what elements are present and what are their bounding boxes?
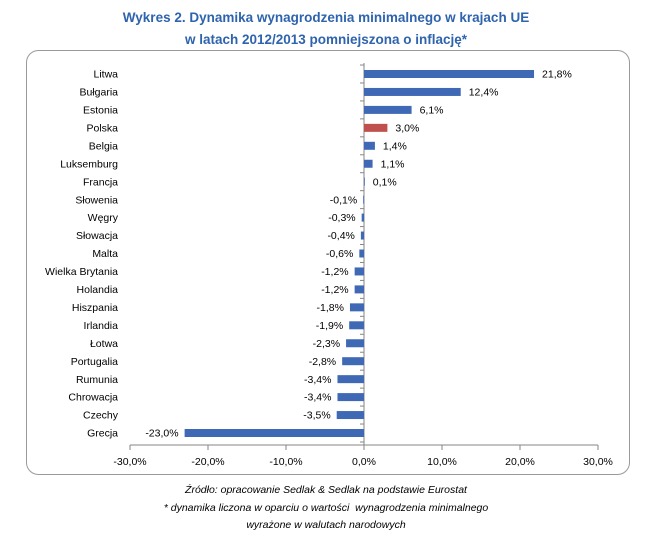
value-label: 21,8% [542,69,572,81]
value-label: -3,4% [304,374,331,386]
bar [364,105,412,114]
category-label: Słowenia [75,194,118,206]
bar [364,70,535,78]
chart-title-line-2: w latach 2012/2013 pomniejszona o inflac… [184,32,468,47]
bar [337,393,364,402]
category-label: Malta [92,248,118,260]
value-label: -0,1% [330,194,357,206]
bar [359,249,364,258]
bar [342,357,364,366]
category-labels: Litwa Bułgaria Estonia Polska Belgia Luksembu… [45,69,119,440]
category-label: Portugalia [71,356,118,368]
category-label: Słowacja [76,230,118,242]
value-label: -0,4% [327,230,354,242]
value-label: 0,1% [373,176,397,188]
bar [364,87,461,96]
category-label: Francja [83,176,118,188]
value-label: -1,2% [321,284,348,296]
x-tick-label: -10,0% [269,456,302,468]
category-label: Wielka Brytania [45,266,118,278]
category-label: Holandia [77,284,119,296]
value-label: -23,0% [145,428,178,440]
footnote-source: Źródło: opracowanie Sedlak & Sedlak na p… [184,483,468,496]
bar [364,177,365,186]
bar-highlighted [364,123,388,132]
bars [184,70,535,437]
x-tick-label: 10,0% [427,456,457,468]
value-label: 6,1% [420,105,444,117]
x-tick-label: 20,0% [505,456,535,468]
category-label: Irlandia [84,320,119,332]
bar [364,141,375,150]
bar [346,339,364,348]
value-label: -0,3% [328,212,355,224]
chart-title-line-1: Wykres 2. Dynamika wynagrodzenia minimal… [123,10,529,25]
value-label: -1,2% [321,266,348,278]
category-label: Rumunia [76,374,118,386]
value-label: -2,3% [313,338,340,350]
bar [184,429,364,437]
x-tick-label: -20,0% [191,456,224,468]
category-label: Litwa [93,69,118,81]
bar [337,375,364,384]
category-label: Chrowacja [68,392,118,404]
bar [364,159,373,168]
value-label: 1,4% [383,140,407,152]
value-labels: 21,8% 12,4% 6,1%3,0% 1,4% 1,1% 0,1% -0,1% -0,3%… [145,69,572,440]
bar [361,213,364,222]
footnote-method-line-2: wyrażone w walutach narodowych [246,519,405,531]
chart-frame [26,50,630,475]
x-tick-label: -30,0% [113,456,146,468]
category-label: Belgia [89,140,118,152]
x-tick-label: 30,0% [583,456,613,468]
value-axis: -30,0% -20,0% -10,0% 0,0% 10,0% 20,0% 30,0% [113,444,613,468]
value-label: 3,0% [395,122,419,134]
bar [363,195,364,204]
category-label: Polska [86,122,118,134]
bar [336,411,364,420]
footnote-method-line-1: * dynamika liczona w oparciu o wartości … [164,502,489,514]
bar [354,285,364,294]
value-label: -1,8% [317,302,344,314]
value-label: -1,9% [316,320,343,332]
category-label: Węgry [88,212,119,224]
value-label: 1,1% [381,158,405,170]
bar [349,303,364,312]
category-label: Czechy [83,410,119,422]
x-tick-label: 0,0% [352,456,376,468]
category-label: Hiszpania [72,302,118,314]
bar [360,231,364,240]
bar [349,321,364,330]
category-label: Grecja [87,428,118,440]
value-label: -3,5% [303,410,330,422]
category-label: Estonia [83,105,118,117]
category-label: Bułgaria [79,87,118,99]
category-label: Łotwa [90,338,118,350]
bar [354,267,364,276]
value-label: -3,4% [304,392,331,404]
category-label: Luksemburg [60,158,118,170]
value-label: -2,8% [309,356,336,368]
value-label: -0,6% [326,248,353,260]
value-label: 12,4% [469,87,499,99]
